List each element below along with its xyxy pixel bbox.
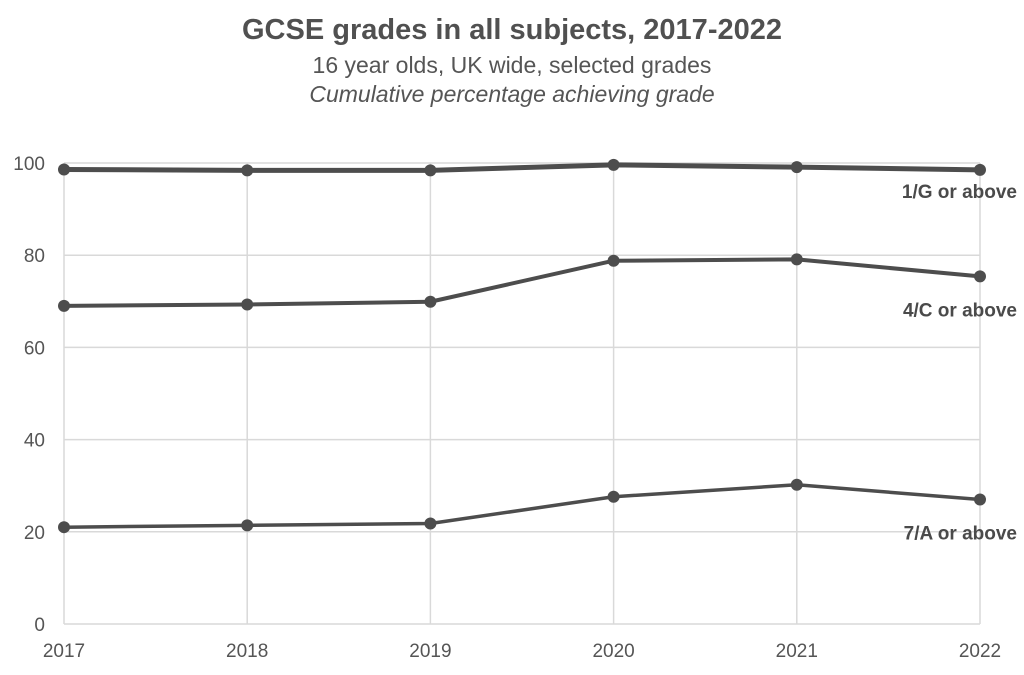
x-tick-label: 2020 xyxy=(592,641,634,662)
data-point xyxy=(790,478,803,491)
chart-title: GCSE grades in all subjects, 2017-2022 xyxy=(242,14,782,46)
data-point xyxy=(607,490,620,503)
chart-subtitle-italic: Cumulative percentage achieving grade xyxy=(309,81,715,107)
series-label: 4/C or above xyxy=(903,300,1017,321)
y-tick-label: 0 xyxy=(34,615,45,636)
x-tick-label: 2022 xyxy=(959,641,1001,662)
series-line xyxy=(63,257,981,308)
data-point xyxy=(607,158,620,171)
data-point xyxy=(58,163,70,176)
data-point xyxy=(424,517,437,530)
data-point xyxy=(790,253,803,266)
data-point xyxy=(974,163,986,176)
series-label: 7/A or above xyxy=(904,524,1017,545)
data-point xyxy=(241,164,254,177)
data-point xyxy=(58,299,70,312)
data-point xyxy=(974,270,986,283)
y-tick-label: 100 xyxy=(13,154,45,175)
series-line xyxy=(63,483,981,529)
series-group xyxy=(58,158,986,534)
chart-subtitle: 16 year olds, UK wide, selected grades xyxy=(312,52,712,78)
y-tick-label: 60 xyxy=(24,338,45,359)
data-point xyxy=(974,493,986,506)
data-point xyxy=(424,164,437,177)
x-tick-label: 2019 xyxy=(409,641,451,662)
series-line xyxy=(63,162,981,173)
y-tick-label: 20 xyxy=(24,523,45,544)
data-point xyxy=(424,295,437,308)
x-tick-label: 2018 xyxy=(226,641,268,662)
data-point xyxy=(790,161,803,174)
data-point xyxy=(58,521,70,534)
gridlines xyxy=(63,162,981,625)
x-tick-label: 2017 xyxy=(43,641,85,662)
x-tick-label: 2021 xyxy=(776,641,818,662)
series-labels: 1/G or above 4/C or above 7/A or above xyxy=(902,182,1017,545)
y-tick-label: 80 xyxy=(24,246,45,267)
x-axis-ticks: 2017 2018 2019 2020 2021 2022 xyxy=(43,641,1001,662)
data-point xyxy=(607,254,620,267)
series-label: 1/G or above xyxy=(902,182,1017,203)
y-axis-ticks: 0 20 40 60 80 100 xyxy=(13,154,45,636)
data-point xyxy=(241,519,254,532)
data-point xyxy=(241,298,254,311)
y-tick-label: 40 xyxy=(24,431,45,452)
